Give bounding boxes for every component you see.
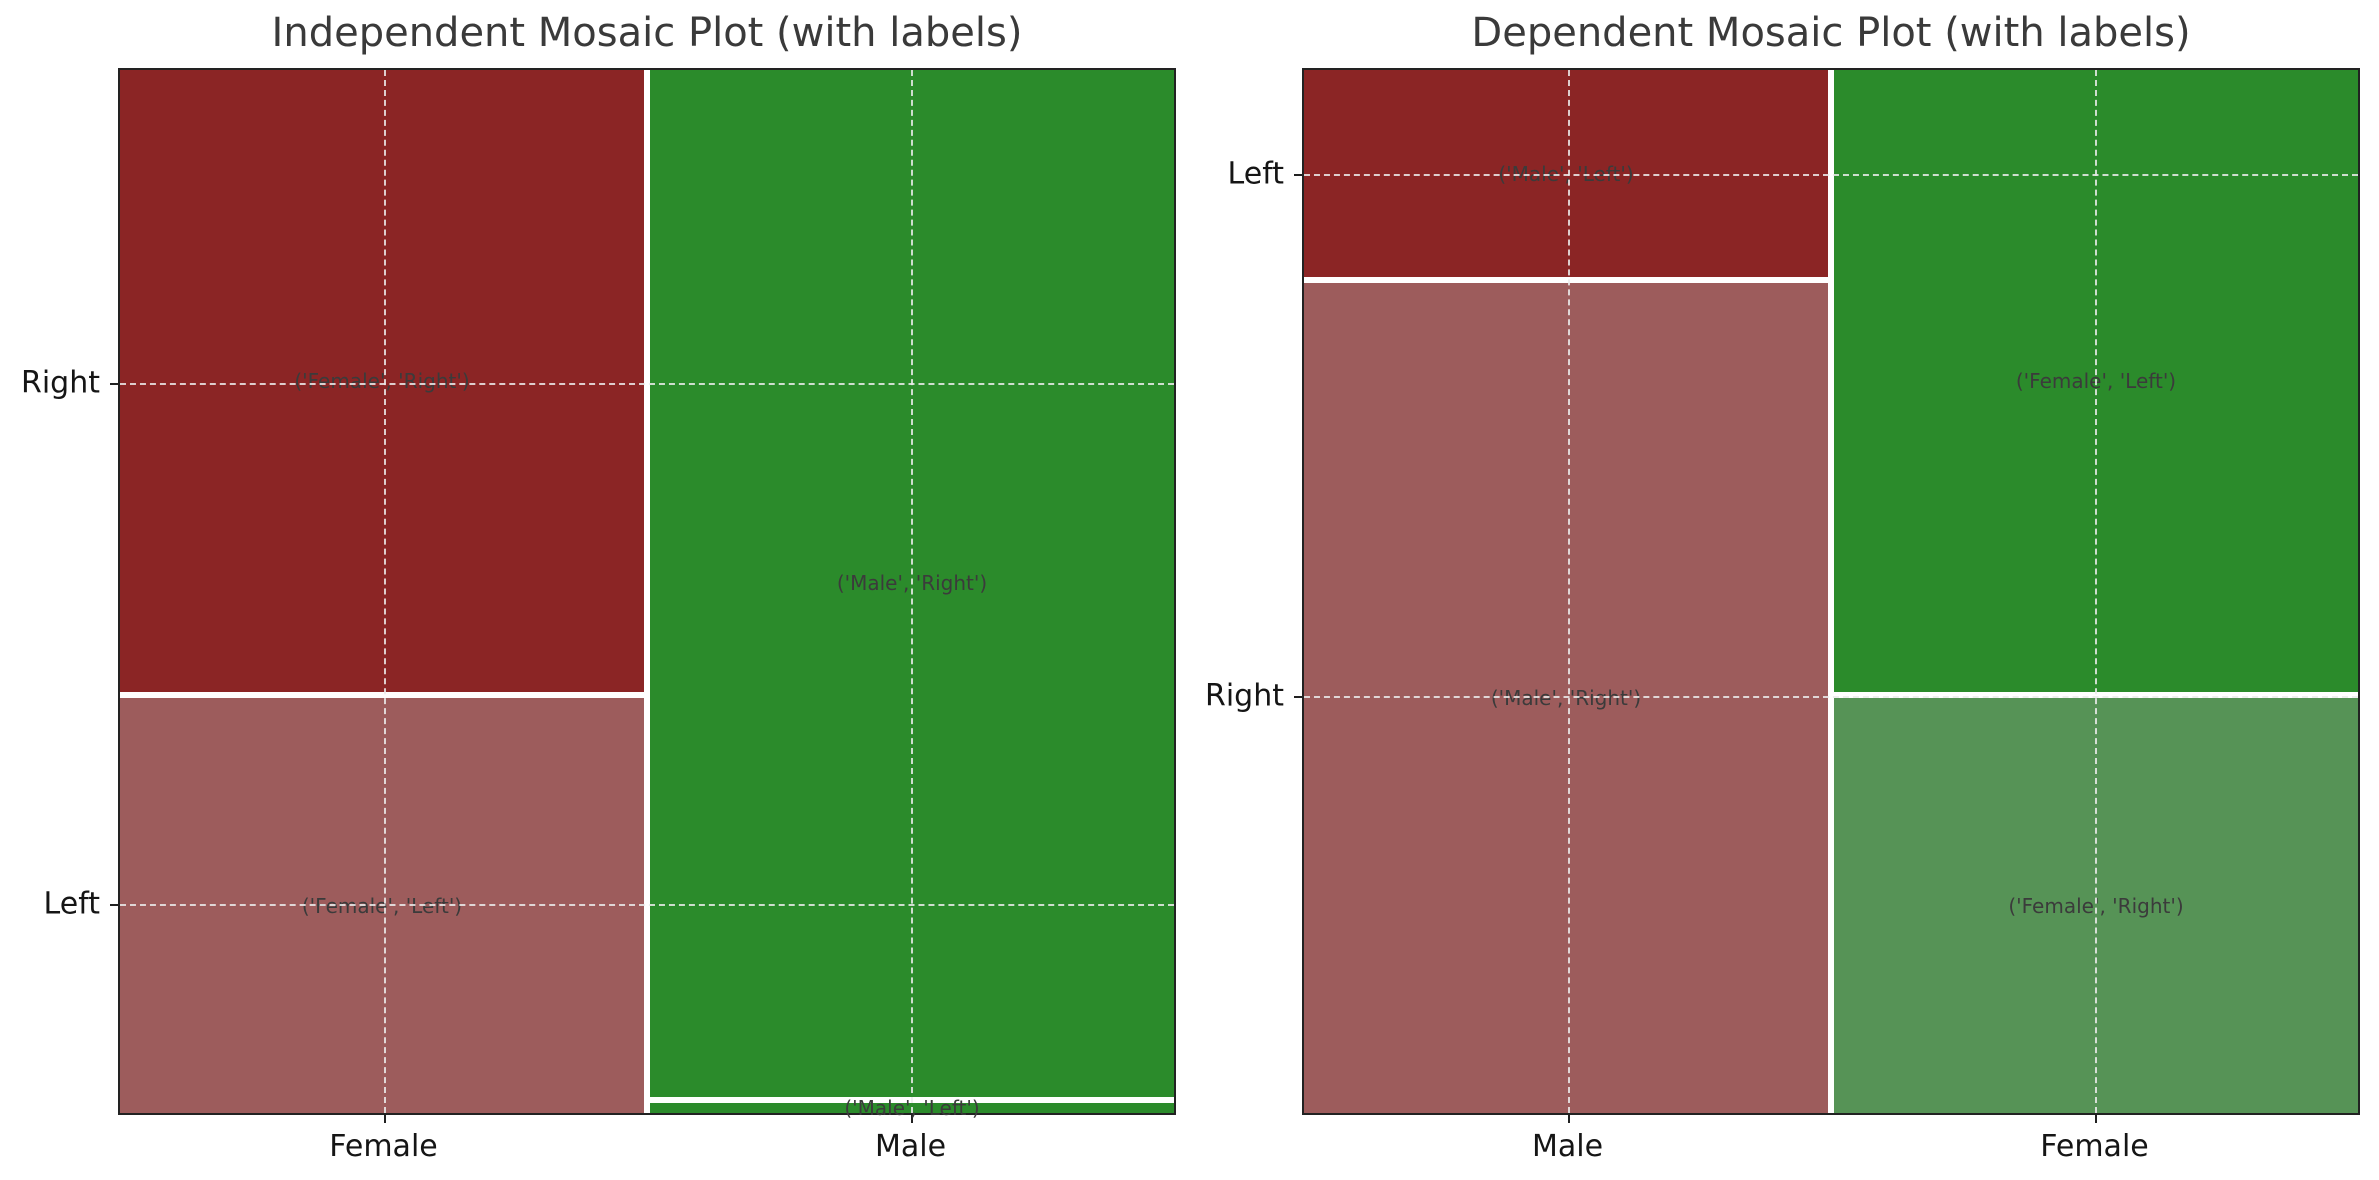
x-tick-label: Female <box>2040 1129 2149 1164</box>
y-tick-label: Right <box>1205 678 1284 714</box>
tile-label: ('Female', 'Left') <box>301 893 463 918</box>
y-tick-label: Left <box>1227 156 1284 192</box>
tile-label: ('Male', 'Left') <box>1498 161 1634 186</box>
x-tick-mark <box>910 1113 913 1123</box>
chart-title: Dependent Mosaic Plot (with labels) <box>1471 10 2191 56</box>
independent-mosaic-figure: Independent Mosaic Plot (with labels) ('… <box>0 0 1189 1180</box>
x-tick-mark <box>383 1113 386 1123</box>
mosaic-tile-male-right: ('Male', 'Right') <box>1304 283 1828 1113</box>
y-tick-mark <box>110 904 120 907</box>
chart-title: Independent Mosaic Plot (with labels) <box>271 10 1023 56</box>
x-tick-label: Female <box>329 1129 438 1164</box>
tile-label: ('Female', 'Left') <box>2015 369 2177 394</box>
tile-label: ('Female', 'Right') <box>294 369 470 394</box>
mosaic-tile-female-left: ('Female', 'Left') <box>120 698 644 1113</box>
x-tick-label: Male <box>874 1129 947 1164</box>
tile-label: ('Male', 'Right') <box>1490 686 1642 711</box>
mosaic-tile-male-left: ('Male', 'Left') <box>650 1096 1174 1120</box>
mosaic-tile-female-right: ('Female', 'Right') <box>120 70 644 693</box>
mosaic-tile-male-left: ('Male', 'Left') <box>1304 70 1828 278</box>
x-tick-mark <box>1567 1113 1570 1123</box>
mosaic-tile-female-left: ('Female', 'Left') <box>1834 70 2358 693</box>
y-tick-label: Right <box>21 365 100 401</box>
y-tick-mark <box>1294 695 1304 698</box>
dependent-mosaic-figure: Dependent Mosaic Plot (with labels) ('Ma… <box>1190 0 2379 1180</box>
x-tick-mark <box>2094 1113 2097 1123</box>
tile-label: ('Male', 'Left') <box>844 1095 980 1120</box>
y-tick-mark <box>110 382 120 385</box>
y-tick-label: Left <box>43 886 100 922</box>
tile-label: ('Male', 'Right') <box>836 571 988 596</box>
y-tick-mark <box>1294 174 1304 177</box>
tile-label: ('Female', 'Right') <box>2008 893 2184 918</box>
x-tick-label: Male <box>1531 1129 1604 1164</box>
plot-area: ('Female', 'Right') ('Female', 'Left') ('M… <box>21 68 1176 1164</box>
mosaic-tile-male-right: ('Male', 'Right') <box>650 70 1174 1097</box>
plot-area: ('Male', 'Left') ('Male', 'Right') ('Femal… <box>1205 68 2360 1164</box>
mosaic-tile-female-right: ('Female', 'Right') <box>1834 698 2358 1113</box>
